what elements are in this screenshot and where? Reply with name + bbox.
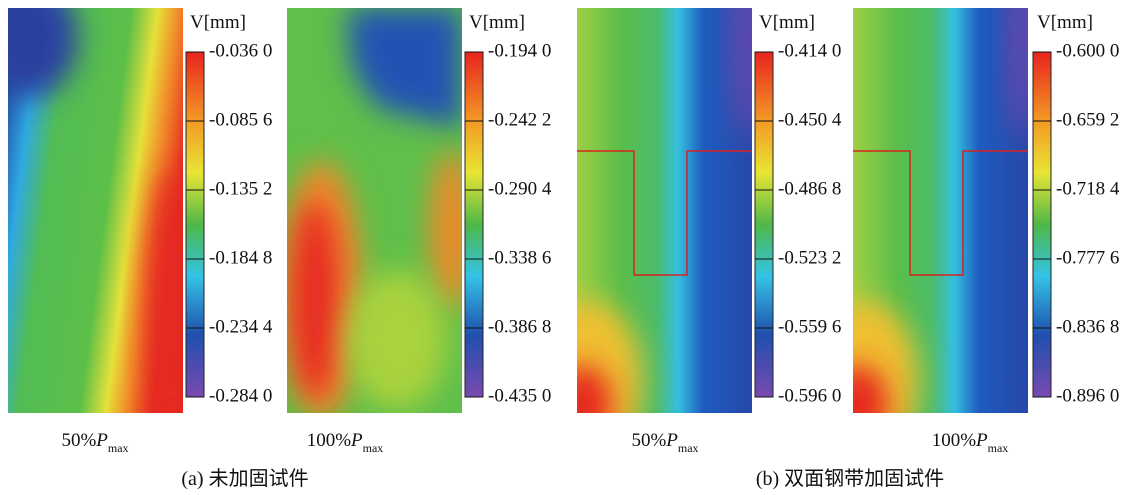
label-symbol: P: [350, 430, 363, 451]
blob: [347, 270, 447, 410]
blob: [1008, 8, 1028, 140]
blob: [148, 170, 183, 413]
colorbar: [754, 51, 774, 398]
blob: [430, 150, 462, 310]
label-percent: 100%: [307, 430, 352, 451]
contour-map: [577, 8, 752, 413]
label-symbol: P: [975, 430, 988, 451]
label-percent: 100%: [932, 430, 977, 451]
tick-label: -0.386 8: [488, 316, 551, 337]
tick-label: -0.135 2: [209, 178, 272, 199]
label-symbol: P: [665, 430, 678, 451]
colorbar-title: V[mm]: [190, 12, 246, 33]
contour-map: [853, 8, 1028, 413]
panel-label: 100%Pmax: [307, 430, 384, 455]
label-subscript: max: [678, 441, 699, 455]
tick-label: -0.718 4: [1056, 178, 1120, 199]
panel-label: 50%Pmax: [61, 430, 128, 455]
label-percent: 50%: [61, 430, 96, 451]
colorbar-title: V[mm]: [1037, 12, 1093, 33]
label-symbol: P: [95, 430, 108, 451]
tick-label: -0.523 2: [778, 247, 841, 268]
tick-label: -0.242 2: [488, 109, 551, 130]
label-subscript: max: [988, 441, 1009, 455]
blob: [853, 365, 888, 413]
tick-label: -0.036 0: [209, 40, 272, 61]
tick-label: -0.596 0: [778, 385, 841, 406]
blob: [291, 200, 339, 400]
colorbar: [464, 51, 484, 398]
tick-label: -0.414 0: [778, 40, 841, 61]
tick-label: -0.659 2: [1056, 109, 1119, 130]
group-caption: (b) 双面钢带加固试件: [756, 467, 944, 490]
tick-label: -0.836 8: [1056, 316, 1119, 337]
group-caption: (a) 未加固试件: [181, 467, 308, 490]
blob: [732, 8, 752, 140]
tick-label: -0.338 6: [488, 247, 551, 268]
label-percent: 50%: [631, 430, 666, 451]
blob: [577, 365, 612, 413]
outline: [577, 150, 752, 276]
blob: [347, 8, 462, 128]
colorbar: [1032, 51, 1052, 398]
tick-label: -0.450 4: [778, 109, 842, 130]
tick-label: -0.284 0: [209, 385, 272, 406]
blob: [8, 8, 78, 98]
tick-label: -0.184 8: [209, 247, 272, 268]
tick-label: -0.435 0: [488, 385, 551, 406]
contour-map: [287, 8, 462, 413]
colorbar-title: V[mm]: [469, 12, 525, 33]
label-subscript: max: [363, 441, 384, 455]
tick-label: -0.234 4: [209, 316, 273, 337]
outline: [853, 150, 1028, 276]
panel-label: 100%Pmax: [932, 430, 1009, 455]
tick-label: -0.600 0: [1056, 40, 1119, 61]
panel-label: 50%Pmax: [631, 430, 698, 455]
tick-label: -0.777 6: [1056, 247, 1119, 268]
tick-label: -0.194 0: [488, 40, 551, 61]
tick-label: -0.290 4: [488, 178, 552, 199]
tick-label: -0.486 8: [778, 178, 841, 199]
colorbar-title: V[mm]: [759, 12, 815, 33]
contour-map: [8, 8, 183, 413]
label-subscript: max: [108, 441, 129, 455]
colorbar: [185, 51, 205, 398]
tick-label: -0.085 6: [209, 109, 272, 130]
tick-label: -0.896 0: [1056, 385, 1119, 406]
tick-label: -0.559 6: [778, 316, 841, 337]
